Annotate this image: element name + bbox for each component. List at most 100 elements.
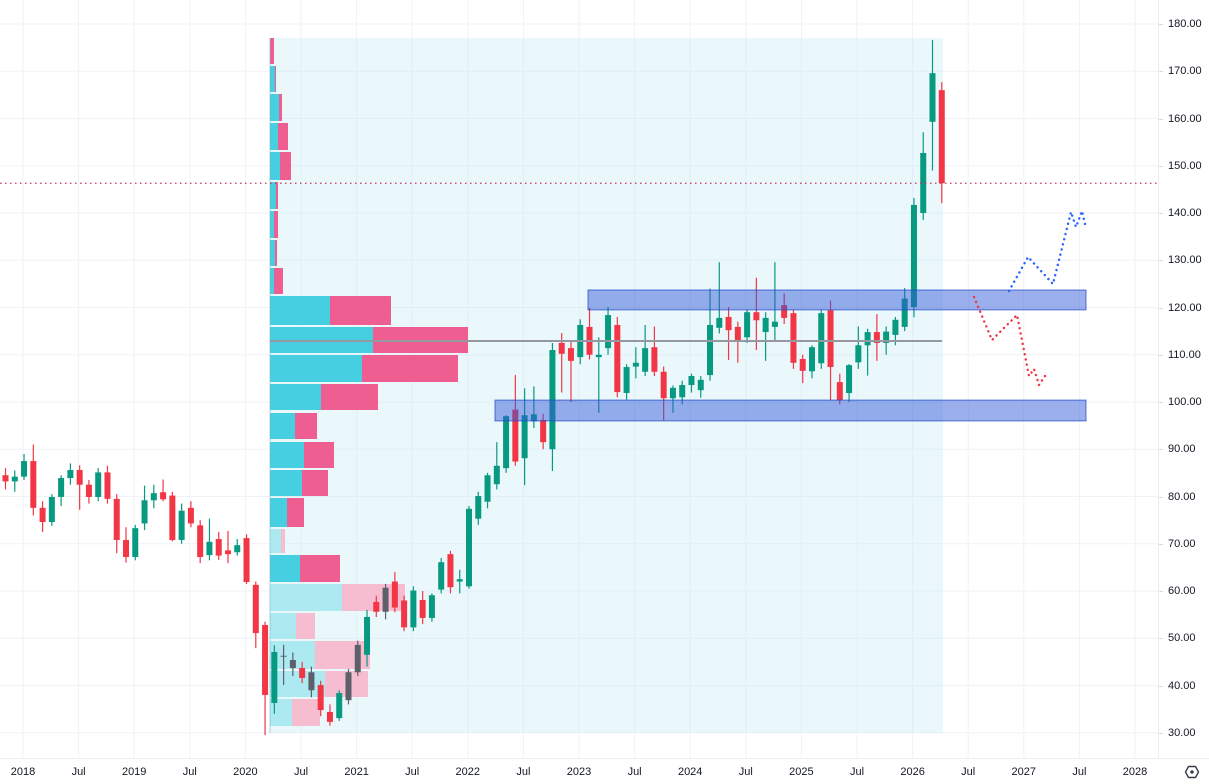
- volume-profile-sell-row[interactable]: [274, 211, 278, 238]
- volume-profile-sell-row[interactable]: [276, 182, 278, 209]
- candle-body: [660, 371, 667, 399]
- volume-profile-sell-row[interactable]: [270, 38, 274, 64]
- volume-profile-buy-row[interactable]: [270, 94, 279, 121]
- volume-profile-buy-row[interactable]: [270, 671, 325, 697]
- volume-profile-buy-row[interactable]: [270, 211, 274, 238]
- price-axis-label: 110.00: [1168, 348, 1201, 361]
- candle-body: [30, 461, 37, 508]
- candle-body: [632, 362, 639, 367]
- volume-profile-buy-row[interactable]: [270, 384, 321, 410]
- chart-canvas[interactable]: [0, 0, 1158, 758]
- scale-settings-icon[interactable]: [1184, 765, 1200, 779]
- volume-profile-sell-row[interactable]: [278, 123, 288, 150]
- time-axis-label: 2027: [1011, 766, 1037, 778]
- volume-profile-buy-row[interactable]: [270, 529, 281, 553]
- volume-profile-sell-row[interactable]: [287, 498, 304, 527]
- volume-profile-sell-row[interactable]: [321, 384, 378, 410]
- time-axis[interactable]: 2018 Jul 2019 Jul 2020 Jul 2021 Jul 2022 Jul 2023 J…: [0, 758, 1158, 784]
- candle-body: [734, 326, 741, 341]
- candle-body: [651, 347, 658, 372]
- bullish-projection-path[interactable]: [1007, 206, 1087, 293]
- volume-profile-buy-row[interactable]: [270, 555, 300, 582]
- volume-profile-buy-row[interactable]: [270, 327, 373, 353]
- volume-profile-buy-row[interactable]: [270, 240, 275, 266]
- volume-profile-sell-row[interactable]: [373, 327, 468, 353]
- time-axis-label: 2019: [121, 766, 147, 778]
- volume-profile-buy-row[interactable]: [270, 152, 280, 180]
- volume-profile-sell-row[interactable]: [315, 641, 370, 669]
- candle-body: [197, 525, 204, 557]
- volume-profile-buy-row[interactable]: [270, 268, 274, 294]
- volume-profile-buy-row[interactable]: [270, 66, 275, 92]
- candle-body: [364, 616, 371, 655]
- volume-profile-buy-row[interactable]: [270, 355, 362, 382]
- volume-profile-buy-row[interactable]: [270, 182, 276, 209]
- candle-body: [781, 305, 788, 318]
- volume-profile-sell-row[interactable]: [304, 442, 334, 468]
- volume-profile-buy-row[interactable]: [270, 470, 302, 496]
- volume-profile-buy-row[interactable]: [270, 498, 287, 527]
- time-axis-label: 2025: [789, 766, 814, 778]
- demand-zone[interactable]: [494, 399, 1087, 422]
- volume-profile-buy-row[interactable]: [270, 699, 292, 726]
- candle-body: [243, 538, 250, 583]
- candle-body: [808, 347, 815, 372]
- bearish-projection-path[interactable]: [972, 295, 1047, 388]
- candle-body: [354, 644, 361, 673]
- volume-profile-sell-row[interactable]: [281, 529, 285, 553]
- candle-body: [883, 331, 890, 343]
- candle-body: [910, 204, 917, 308]
- candle-body: [614, 324, 621, 393]
- candle-body: [104, 472, 111, 499]
- price-axis-tick: [1159, 213, 1163, 214]
- time-axis-label: 2028: [1122, 766, 1148, 778]
- candle-body: [123, 539, 130, 557]
- volume-profile-sell-row[interactable]: [362, 355, 458, 382]
- volume-profile-buy-row[interactable]: [270, 442, 304, 468]
- price-axis[interactable]: 180.00 170.00 160.00 150.00 140.00 130.00 120.…: [1158, 0, 1209, 758]
- volume-profile-buy-row[interactable]: [270, 584, 342, 611]
- candle-body: [48, 496, 55, 523]
- candle-body: [892, 319, 899, 335]
- volume-profile-buy-row[interactable]: [270, 413, 295, 439]
- hexagon-dot: [1190, 770, 1194, 774]
- volume-profile-sell-row[interactable]: [302, 470, 328, 496]
- candle-body: [345, 672, 352, 701]
- time-axis-label: 2018: [10, 766, 36, 778]
- volume-profile-sell-row[interactable]: [296, 613, 315, 639]
- price-axis-label: 30.00: [1168, 726, 1196, 739]
- candle-body: [289, 659, 296, 669]
- volume-profile-buy-row[interactable]: [270, 613, 296, 639]
- volume-profile-sell-row[interactable]: [280, 152, 291, 180]
- candle-body: [707, 324, 714, 376]
- volume-profile-sell-row[interactable]: [274, 268, 283, 294]
- candle-body: [567, 348, 574, 361]
- time-axis-label: Jul: [961, 766, 976, 778]
- price-axis-label: 170.00: [1168, 65, 1202, 78]
- volume-profile-sell-row[interactable]: [295, 413, 317, 439]
- volume-profile-sell-row[interactable]: [292, 699, 320, 726]
- candle-body: [512, 409, 519, 462]
- candle-body: [382, 587, 389, 612]
- price-axis-tick: [1159, 591, 1163, 592]
- price-axis-tick: [1159, 449, 1163, 451]
- candle-body: [827, 310, 834, 368]
- time-axis-label: Jul: [293, 766, 309, 778]
- candle-body: [373, 601, 380, 612]
- volume-profile-buy-row[interactable]: [270, 123, 278, 150]
- candle-body: [178, 510, 185, 540]
- candle-body: [771, 321, 778, 327]
- supply-zone[interactable]: [587, 289, 1087, 311]
- candle-body: [725, 316, 732, 331]
- candle-body: [224, 550, 231, 555]
- volume-profile-sell-row[interactable]: [275, 66, 276, 92]
- volume-profile-sell-row[interactable]: [330, 296, 391, 325]
- volume-profile-sell-row[interactable]: [300, 555, 340, 582]
- price-axis-label: 70.00: [1168, 537, 1196, 550]
- volume-profile-sell-row[interactable]: [279, 94, 282, 121]
- volume-profile-buy-row[interactable]: [270, 296, 330, 325]
- volume-profile-sell-row[interactable]: [275, 240, 277, 266]
- price-axis-label: 180.00: [1168, 18, 1202, 30]
- candle-body: [558, 342, 565, 354]
